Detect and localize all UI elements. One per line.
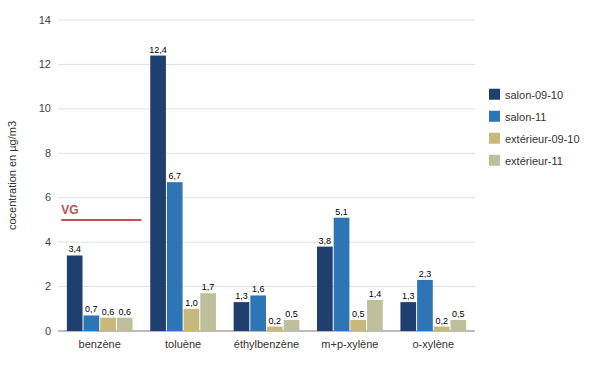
- x-tick-label: m+p-xylène: [321, 338, 378, 350]
- chart-svg: 0 2 4 6 8 10 12 14 cocentration en µg/m3 benzène t…: [0, 0, 600, 371]
- data-label: 3,8: [319, 236, 332, 246]
- data-label: 0,5: [285, 309, 298, 319]
- data-label: 0,7: [85, 304, 98, 314]
- bar: [434, 327, 450, 331]
- y-tick-label: 2: [45, 280, 51, 292]
- x-tick-label: o-xylène: [413, 338, 455, 350]
- x-axis: benzène toluène éthylbenzène m+p-xylène o-xy…: [79, 338, 454, 350]
- grid-line: [58, 20, 475, 21]
- legend-swatch: [489, 111, 500, 122]
- y-tick-label: 0: [45, 325, 51, 337]
- bar: [267, 327, 283, 331]
- data-label: 1,0: [185, 298, 198, 308]
- data-label: 6,7: [169, 171, 182, 181]
- bar: [184, 309, 200, 331]
- x-tick-label: toluène: [165, 338, 201, 350]
- bar: [234, 302, 250, 331]
- data-label: 5,1: [335, 207, 348, 217]
- y-tick-label: 6: [45, 191, 51, 203]
- bar: [100, 318, 116, 331]
- bar: [284, 320, 300, 331]
- legend-swatch: [489, 133, 500, 144]
- grid-line: [58, 108, 475, 109]
- bar: [167, 182, 183, 331]
- bar: [150, 56, 166, 331]
- y-axis-label: cocentration en µg/m3: [6, 121, 18, 230]
- grid-line: [58, 64, 475, 65]
- bar: [417, 280, 433, 331]
- legend-swatch: [489, 155, 500, 166]
- x-tick-label: benzène: [79, 338, 121, 350]
- y-tick-label: 12: [39, 58, 51, 70]
- bar: [450, 320, 466, 331]
- y-tick-label: 14: [39, 14, 51, 26]
- grid-line: [58, 242, 475, 243]
- data-label: 0,5: [452, 309, 465, 319]
- data-label: 1,4: [369, 289, 382, 299]
- data-label: 12,4: [149, 45, 167, 55]
- data-label: 2,3: [419, 269, 432, 279]
- data-label: 0,6: [118, 307, 131, 317]
- bar: [350, 320, 366, 331]
- x-tick-label: éthylbenzène: [234, 338, 299, 350]
- data-label: 0,2: [435, 316, 448, 326]
- legend-label: salon-09-10: [505, 89, 563, 101]
- legend-label: salon-11: [505, 111, 546, 123]
- bar: [200, 293, 216, 331]
- bar: [67, 255, 83, 331]
- bar: [367, 300, 383, 331]
- bar: [317, 247, 333, 331]
- grid: [58, 20, 475, 331]
- bar: [400, 302, 416, 331]
- y-axis: 0 2 4 6 8 10 12 14: [39, 14, 51, 337]
- bar: [334, 218, 350, 331]
- data-label: 0,2: [269, 316, 282, 326]
- data-label: 0,6: [102, 307, 115, 317]
- data-labels: 3,4 12,4 1,3 3,8 1,3 0,7 6,7 1,6 5,1 2,3 0,6 1,0 0,2…: [68, 45, 464, 326]
- y-tick-label: 10: [39, 102, 51, 114]
- grid-line: [58, 153, 475, 154]
- legend-swatch: [489, 89, 500, 100]
- reference-line: [61, 219, 141, 221]
- bar: [117, 318, 133, 331]
- reference-line-group: VG: [61, 203, 141, 220]
- grid-line: [58, 286, 475, 287]
- legend-label: extérieur-11: [505, 155, 563, 167]
- data-label: 0,5: [352, 309, 365, 319]
- data-label: 1,3: [235, 291, 248, 301]
- bar: [84, 315, 100, 331]
- y-tick-label: 4: [45, 236, 51, 248]
- chart-container: 0 2 4 6 8 10 12 14 cocentration en µg/m3 benzène t…: [0, 0, 600, 371]
- annotation: VG: [61, 203, 78, 217]
- bars: [67, 56, 466, 331]
- legend-label: extérieur-09-10: [505, 133, 580, 145]
- data-label: 1,3: [402, 291, 415, 301]
- data-label: 1,7: [202, 282, 215, 292]
- grid-line: [58, 197, 475, 198]
- data-label: 3,4: [68, 244, 81, 254]
- y-tick-label: 8: [45, 147, 51, 159]
- bar: [250, 295, 266, 331]
- legend: salon-09-10 salon-11 extérieur-09-10 extéri…: [489, 89, 580, 167]
- data-label: 1,6: [252, 284, 265, 294]
